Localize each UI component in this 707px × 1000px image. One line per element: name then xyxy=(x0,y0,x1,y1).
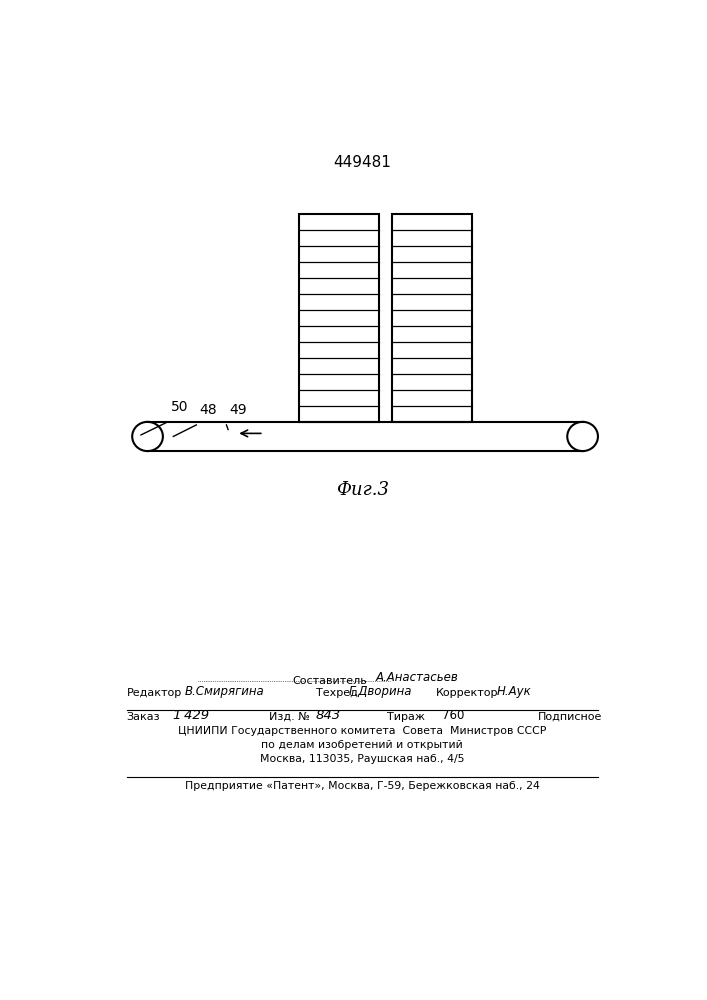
Text: 449481: 449481 xyxy=(334,155,391,170)
Text: 760: 760 xyxy=(442,709,464,722)
Text: по делам изобретений и открытий: по делам изобретений и открытий xyxy=(262,740,463,750)
Text: Подписное: Подписное xyxy=(538,712,602,722)
Text: 50: 50 xyxy=(170,400,188,414)
Text: Тираж: Тираж xyxy=(387,712,425,722)
Text: Составитель: Составитель xyxy=(292,676,367,686)
Text: Н.Аук: Н.Аук xyxy=(496,685,532,698)
Text: 843: 843 xyxy=(316,709,341,722)
Bar xyxy=(299,214,379,422)
Text: 1 429: 1 429 xyxy=(173,709,209,722)
Text: 48: 48 xyxy=(199,403,216,417)
Text: ЦНИИПИ Государственного комитета  Совета  Министров СССР: ЦНИИПИ Государственного комитета Совета … xyxy=(178,726,547,736)
Text: Фиг.3: Фиг.3 xyxy=(336,481,389,499)
Text: Предприятие «Патент», Москва, Г-59, Бережковская наб., 24: Предприятие «Патент», Москва, Г-59, Бере… xyxy=(185,781,539,791)
Text: Москва, 113035, Раушская наб., 4/5: Москва, 113035, Раушская наб., 4/5 xyxy=(260,754,464,764)
Text: Заказ: Заказ xyxy=(127,712,160,722)
Text: Изд. №: Изд. № xyxy=(269,712,310,722)
Text: А.Анастасьев: А.Анастасьев xyxy=(375,671,459,684)
Text: 49: 49 xyxy=(229,403,247,417)
Text: Техред: Техред xyxy=(316,688,358,698)
Text: Г.Дворина: Г.Дворина xyxy=(349,685,412,698)
Text: Редактор: Редактор xyxy=(127,688,182,698)
Text: Корректор: Корректор xyxy=(436,688,499,698)
Bar xyxy=(392,214,472,422)
Text: В.Смирягина: В.Смирягина xyxy=(185,685,264,698)
